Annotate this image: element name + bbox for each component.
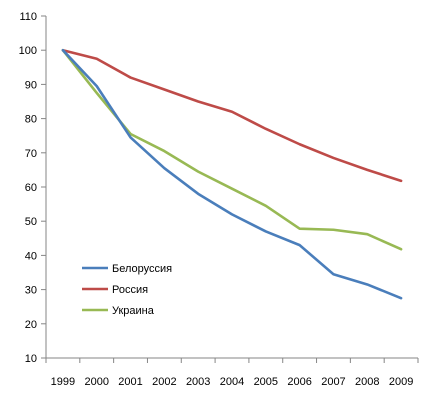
series-line-1 <box>61 48 403 183</box>
series-lines <box>61 48 403 300</box>
x-tick-label: 2002 <box>152 376 176 388</box>
x-tick-label: 2007 <box>321 376 345 388</box>
x-axis-ticks: 1999 2000 2001 2002 2003 2004 2005 2006 2007 2008… <box>45 358 419 388</box>
legend-label-0: Белоруссия <box>112 263 172 275</box>
y-tick-label: 30 <box>25 285 37 297</box>
x-tick-label: 2000 <box>84 376 108 388</box>
series-line-2 <box>61 48 403 251</box>
legend: Белоруссия Россия Украина <box>82 263 172 317</box>
x-tick-label: 2006 <box>287 376 311 388</box>
y-tick-label: 100 <box>19 45 37 57</box>
axes <box>45 16 418 359</box>
legend-label-1: Россия <box>112 284 148 296</box>
x-tick-label: 2009 <box>389 376 413 388</box>
legend-label-2: Украина <box>112 305 155 317</box>
y-tick-label: 90 <box>25 79 37 91</box>
y-tick-label: 60 <box>25 182 37 194</box>
y-tick-label: 110 <box>19 11 37 23</box>
y-tick-label: 50 <box>25 216 37 228</box>
y-tick-label: 80 <box>25 114 37 126</box>
x-tick-label: 2005 <box>254 376 278 388</box>
y-tick-label: 40 <box>25 250 37 262</box>
x-tick-label: 2001 <box>118 376 142 388</box>
x-tick-label: 2003 <box>186 376 210 388</box>
x-tick-label: 2008 <box>355 376 379 388</box>
x-tick-label: 1999 <box>51 376 75 388</box>
y-tick-label: 10 <box>25 353 37 365</box>
y-tick-label: 70 <box>25 148 37 160</box>
series-line-0 <box>61 48 403 300</box>
y-tick-label: 20 <box>25 319 37 331</box>
y-axis-ticks: 10 20 30 40 50 60 70 80 90 100 110 <box>19 11 46 365</box>
x-tick-label: 2004 <box>220 376 244 388</box>
